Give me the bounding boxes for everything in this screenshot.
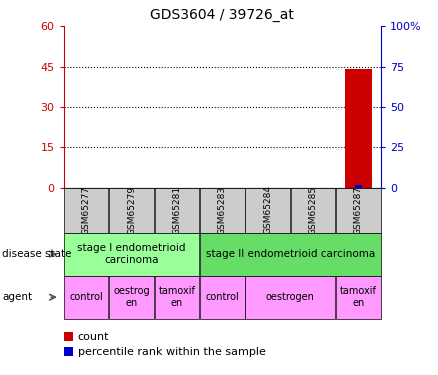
Text: GSM65284: GSM65284	[263, 186, 272, 234]
Bar	[336, 276, 381, 319]
Bar	[200, 276, 244, 319]
Bar	[355, 185, 362, 188]
Text: agent: agent	[2, 292, 32, 302]
Bar	[200, 232, 381, 276]
Text: percentile rank within the sample: percentile rank within the sample	[78, 346, 265, 357]
Text: GSM65279: GSM65279	[127, 186, 136, 235]
Bar	[245, 276, 335, 319]
Bar	[200, 188, 244, 232]
Text: GSM65285: GSM65285	[308, 186, 318, 235]
Text: tamoxif
en: tamoxif en	[340, 286, 377, 308]
Bar	[110, 188, 154, 232]
Text: control: control	[205, 292, 239, 302]
Text: control: control	[69, 292, 103, 302]
Text: stage I endometrioid
carcinoma: stage I endometrioid carcinoma	[77, 243, 186, 265]
Text: GSM65283: GSM65283	[218, 186, 227, 235]
Bar	[64, 188, 109, 232]
Bar	[155, 188, 199, 232]
Text: tamoxif
en: tamoxif en	[159, 286, 195, 308]
Bar	[64, 232, 199, 276]
Title: GDS3604 / 39726_at: GDS3604 / 39726_at	[150, 9, 294, 22]
Text: disease state: disease state	[2, 249, 72, 259]
Text: GSM65281: GSM65281	[173, 186, 181, 235]
Bar	[110, 276, 154, 319]
Bar	[64, 276, 109, 319]
Bar	[155, 276, 199, 319]
Text: oestrog
en: oestrog en	[113, 286, 150, 308]
Text: stage II endometrioid carcinoma: stage II endometrioid carcinoma	[206, 249, 375, 259]
Text: GSM65287: GSM65287	[354, 186, 363, 235]
Bar	[291, 188, 335, 232]
Text: oestrogen: oestrogen	[266, 292, 315, 302]
Text: count: count	[78, 332, 109, 342]
Bar	[345, 69, 372, 188]
Text: GSM65277: GSM65277	[82, 186, 91, 235]
Bar	[336, 188, 381, 232]
Bar	[245, 188, 290, 232]
